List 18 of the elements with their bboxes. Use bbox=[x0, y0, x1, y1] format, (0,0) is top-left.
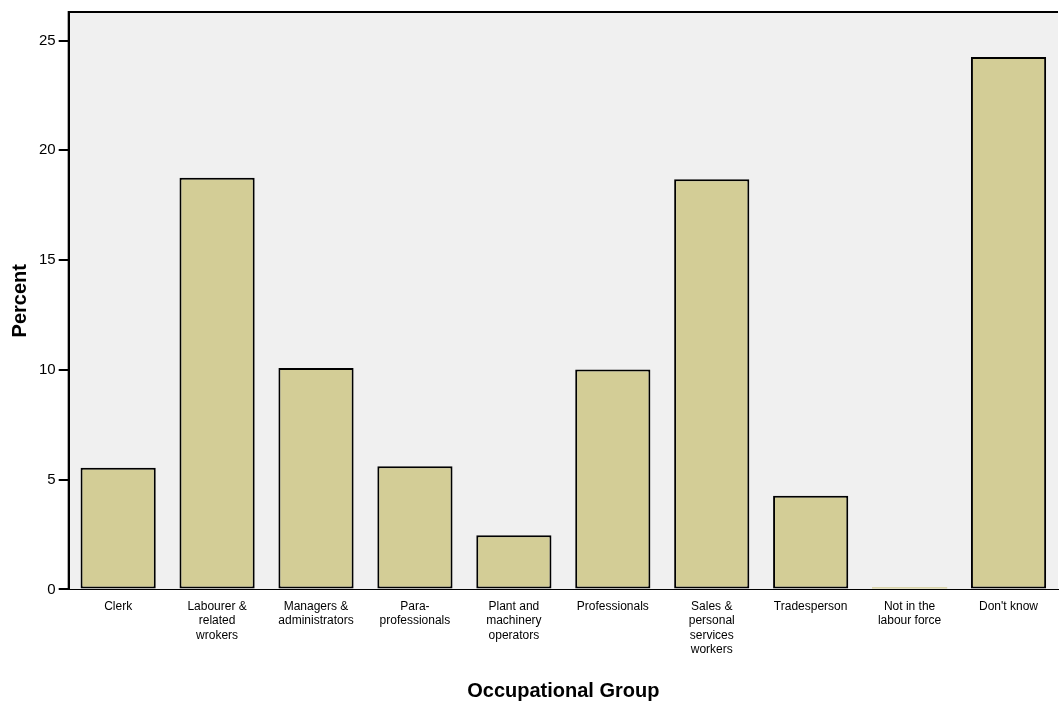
x-tick-label: Not in the labour force bbox=[877, 598, 942, 628]
x-tick-label: Professionals bbox=[576, 598, 649, 613]
x-tick-label: Plant and machinery operators bbox=[486, 598, 542, 642]
y-tick-label: 20 bbox=[39, 140, 56, 158]
x-tick-label: Para-professionals bbox=[379, 598, 451, 628]
y-axis-title: Percent bbox=[7, 263, 30, 338]
x-tick-label: Managers & administrators bbox=[278, 598, 354, 628]
y-tick-label: 10 bbox=[39, 360, 56, 377]
x-tick-label: Sales & personal services workers bbox=[688, 598, 735, 657]
x-tick-label: Tradesperson bbox=[773, 598, 848, 613]
x-tick-label: Clerk bbox=[104, 598, 134, 613]
y-tick-label: 15 bbox=[39, 250, 56, 268]
x-tick-label: Labourer & related wrokers bbox=[187, 598, 247, 642]
x-tick-label: Don't know bbox=[979, 598, 1039, 613]
y-tick-label: 25 bbox=[39, 30, 56, 48]
x-axis-title: Occupational Group bbox=[467, 678, 660, 701]
y-tick-label: 0 bbox=[47, 579, 56, 597]
y-tick-label: 5 bbox=[47, 469, 56, 487]
